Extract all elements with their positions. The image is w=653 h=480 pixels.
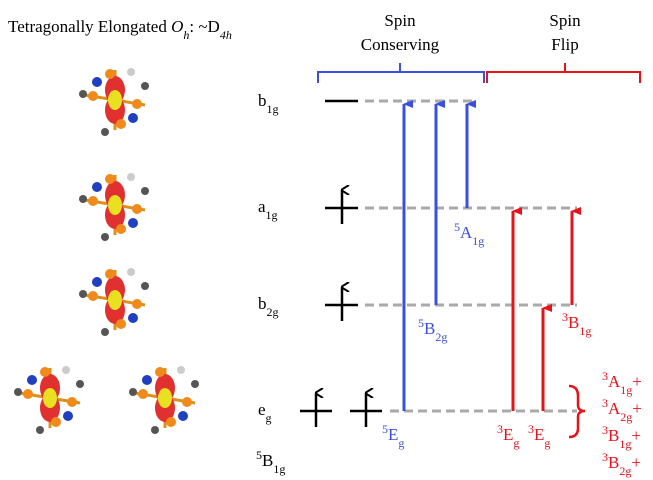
subscript: 2g <box>620 410 632 424</box>
orbital-symbol: b <box>258 91 267 110</box>
state-symbol: A <box>608 399 621 418</box>
flip-state: 3B1g+ <box>602 423 641 451</box>
orbital-label: eg <box>258 400 272 425</box>
subscript: 2g <box>435 330 447 344</box>
subscript: g <box>513 436 519 450</box>
state-symbol: E <box>503 425 513 444</box>
subscript: 1g <box>579 324 591 338</box>
superscript: 3 <box>602 396 608 410</box>
header: Conserving <box>361 35 440 54</box>
molecule <box>77 266 151 338</box>
plus: + <box>632 372 642 391</box>
plus: + <box>632 399 642 418</box>
transition-label: 3B1g <box>562 310 591 338</box>
flip-state: 3B2g+ <box>602 450 641 478</box>
title-text: : ~D <box>189 17 219 36</box>
title-subscript: 4h <box>220 28 232 42</box>
orbital-subscript: 2g <box>267 305 279 319</box>
orbital-subscript: 1g <box>266 208 278 222</box>
superscript: 3 <box>528 422 534 436</box>
ground-state: 5B1g <box>256 448 285 476</box>
bracket <box>486 63 641 83</box>
molecule <box>77 66 151 138</box>
state-symbol: A <box>608 372 621 391</box>
molecule <box>77 171 151 243</box>
subscript: 1g <box>273 462 285 476</box>
subscript: g <box>398 436 404 450</box>
state-symbol: E <box>534 425 544 444</box>
orbital-subscript: g <box>266 411 272 425</box>
superscript: 5 <box>256 448 262 462</box>
superscript: 3 <box>602 450 608 464</box>
subscript: 1g <box>619 437 631 451</box>
orbital-label: b2g <box>258 294 279 319</box>
header: Flip <box>551 35 578 54</box>
state-symbol: B <box>262 451 273 470</box>
transition-label: 5Eg <box>382 422 404 450</box>
dashed-levels <box>365 99 577 413</box>
superscript: 3 <box>602 369 608 383</box>
molecule <box>12 364 86 436</box>
state-symbol: B <box>424 319 435 338</box>
title-text: Tetragonally Elongated <box>8 17 171 36</box>
transition-label: 5A1g <box>454 220 484 248</box>
state-symbol: B <box>608 426 619 445</box>
title-subscript: h <box>183 28 189 42</box>
state-symbol: B <box>608 453 619 472</box>
superscript: 5 <box>418 316 424 330</box>
subscript: g <box>544 436 550 450</box>
superscript: 3 <box>497 422 503 436</box>
state-symbol: A <box>460 223 473 242</box>
state-symbol: E <box>388 425 398 444</box>
brace <box>568 384 586 439</box>
superscript: 3 <box>562 310 568 324</box>
superscript: 5 <box>454 220 460 234</box>
transition-label: 3Eg <box>528 422 550 450</box>
transition-label: 3Eg <box>497 422 519 450</box>
orbital-label: b1g <box>258 91 279 116</box>
flip-state: 3A2g+ <box>602 396 642 424</box>
orbital-label: a1g <box>258 197 278 222</box>
orbital-symbol: e <box>258 400 266 419</box>
bracket <box>317 63 485 83</box>
header: Spin <box>549 11 581 30</box>
subscript: 1g <box>620 383 632 397</box>
transition-label: 5B2g <box>418 316 447 344</box>
plus: + <box>631 426 641 445</box>
subscript: 1g <box>472 234 484 248</box>
title: Tetragonally Elongated Oh: ~D4h <box>8 17 232 42</box>
molecule <box>127 364 201 436</box>
orbital-levels <box>300 99 382 427</box>
plus: + <box>631 453 641 472</box>
title-symbol: O <box>171 17 183 36</box>
orbital-subscript: 1g <box>267 102 279 116</box>
superscript: 3 <box>602 423 608 437</box>
state-symbol: B <box>568 313 579 332</box>
subscript: 2g <box>619 464 631 478</box>
superscript: 5 <box>382 422 388 436</box>
orbital-symbol: b <box>258 294 267 313</box>
flip-state: 3A1g+ <box>602 369 642 397</box>
orbital-symbol: a <box>258 197 266 216</box>
header: Spin <box>384 11 416 30</box>
